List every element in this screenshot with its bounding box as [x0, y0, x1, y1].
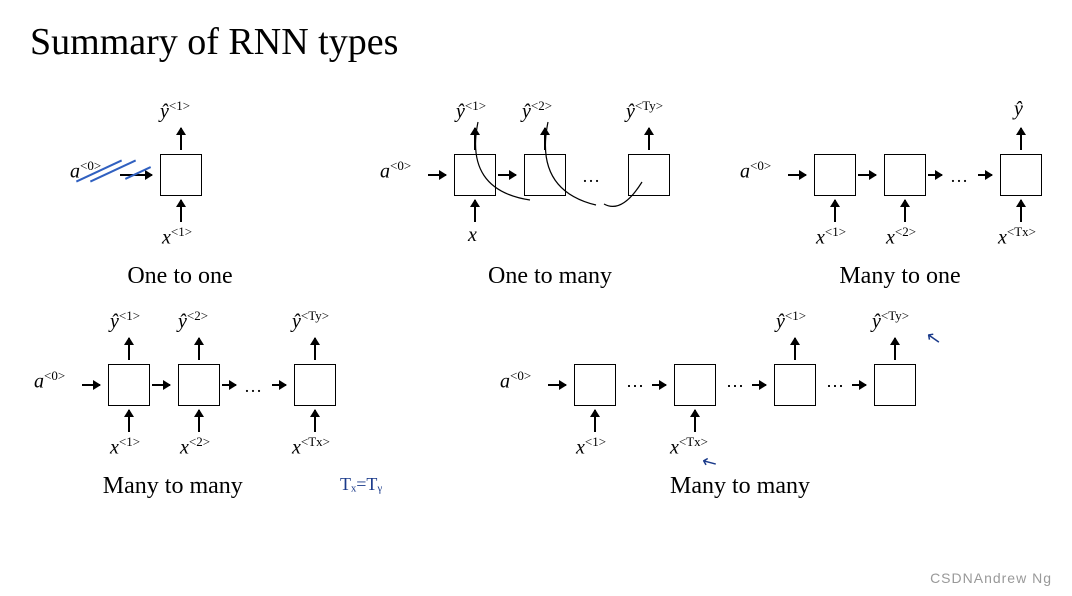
arrow-a0 [428, 174, 446, 176]
arrow-xT [314, 410, 316, 432]
dots: … [244, 376, 264, 397]
arrow-x2 [198, 410, 200, 432]
feedback-curve [602, 174, 652, 219]
arrow-x1 [128, 410, 130, 432]
rnn-cell [814, 154, 856, 196]
arrow-t1 [152, 384, 170, 386]
rnn-cell [574, 364, 616, 406]
page-title: Summary of RNN types [30, 20, 1042, 64]
arrow-yT [894, 338, 896, 360]
caption: One to one [127, 263, 232, 290]
xT-label: x<Tx> [998, 224, 1036, 250]
x1-label: x<1> [110, 434, 140, 460]
rnn-cell [874, 364, 916, 406]
a0-label: a<0> [740, 158, 771, 184]
watermark: CSDNAndrew Ng [930, 570, 1052, 586]
arrow-y [1020, 128, 1022, 150]
feedback-curve [476, 120, 546, 215]
rnn-cell [1000, 154, 1042, 196]
yT-label: ŷ<Ty> [626, 98, 663, 124]
x-label: x<1> [162, 224, 192, 250]
yT-label: ŷ<Ty> [872, 308, 909, 334]
arrow-yT [648, 128, 650, 150]
diagram-one-to-one: a<0> ŷ<1> x<1> One to one [30, 84, 370, 294]
rnn-cell [774, 364, 816, 406]
arrow-yT [314, 338, 316, 360]
x2-label: x<2> [886, 224, 916, 250]
arrow-xT [1020, 200, 1022, 222]
arrow-a0 [548, 384, 566, 386]
arrow-a0 [788, 174, 806, 176]
yT-label: ŷ<Ty> [292, 308, 329, 334]
caption: Many to one [839, 263, 960, 290]
arrow-x1 [594, 410, 596, 432]
rnn-cell [674, 364, 716, 406]
y-label: ŷ [1014, 98, 1023, 121]
arrow-a0 [82, 384, 100, 386]
diagram-many-to-many-aligned: a<0> … ŷ<1> ŷ<2> ŷ<Ty> x<1> x<2> x<Tx> M… [30, 294, 370, 504]
arrow-x2 [904, 200, 906, 222]
arrow-dec [852, 384, 866, 386]
dots: ⋯ [726, 376, 746, 397]
a0-label: a<0> [500, 368, 531, 394]
dots: … [950, 166, 970, 187]
arrow-y1 [794, 338, 796, 360]
caption: Many to many [670, 473, 810, 500]
annotation-arrow: ↖ [924, 327, 943, 350]
y2-label: ŷ<2> [178, 308, 208, 334]
arrow-t3 [272, 384, 286, 386]
arrow-y [180, 128, 182, 150]
x-label: x [468, 224, 477, 247]
arrow-mid [752, 384, 766, 386]
x1-label: x<1> [816, 224, 846, 250]
y-label: ŷ<1> [160, 98, 190, 124]
arrow-y2 [198, 338, 200, 360]
arrow-t1 [858, 174, 876, 176]
x1-label: x<1> [576, 434, 606, 460]
y1-label: ŷ<1> [776, 308, 806, 334]
xT-label: x<Tx> [292, 434, 330, 460]
rnn-cell [160, 154, 202, 196]
a0-label: a<0> [380, 158, 411, 184]
diagram-many-to-many-encdec: a<0> ⋯ ⋯ ⋯ x<1> x<Tx> ↖ ŷ<1> ŷ<Ty> ↖ Man… [370, 294, 1070, 504]
dots: ⋯ [826, 376, 846, 397]
rnn-cell [294, 364, 336, 406]
arrow-t3 [978, 174, 992, 176]
caption: One to many [488, 263, 612, 290]
rnn-cell [178, 364, 220, 406]
rnn-cell [108, 364, 150, 406]
diagram-one-to-many: a<0> … ŷ<1> ŷ<2> ŷ<Ty> x One to many [370, 84, 730, 294]
arrow-t2 [928, 174, 942, 176]
arrow-xT [694, 410, 696, 432]
rnn-cell [884, 154, 926, 196]
arrow-x1 [834, 200, 836, 222]
arrow-enc [652, 384, 666, 386]
arrow-t2 [222, 384, 236, 386]
y1-label: ŷ<1> [110, 308, 140, 334]
a0-label: a<0> [34, 368, 65, 394]
x2-label: x<2> [180, 434, 210, 460]
dots: ⋯ [626, 376, 646, 397]
diagram-grid: a<0> ŷ<1> x<1> One to one a<0> … ŷ<1> ŷ<… [30, 84, 1042, 504]
arrow-y1 [128, 338, 130, 360]
arrow-x [180, 200, 182, 222]
diagram-many-to-one: a<0> … ŷ x<1> x<2> x<Tx> Many to one [730, 84, 1070, 294]
caption: Many to many [103, 473, 243, 500]
